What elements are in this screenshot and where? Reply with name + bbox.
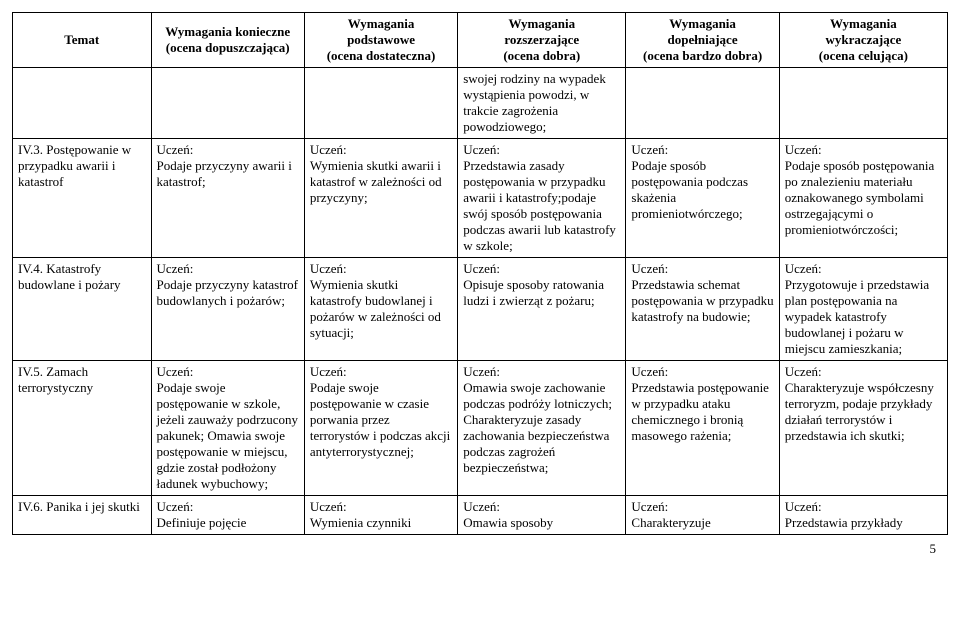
cell: Uczeń: Omawia sposoby bbox=[458, 496, 626, 535]
cell: Uczeń: Podaje swoje postępowanie w szkol… bbox=[151, 361, 304, 496]
cell: Uczeń: Przedstawia postępowanie w przypa… bbox=[626, 361, 779, 496]
cell bbox=[779, 68, 947, 139]
cell: Uczeń: Wymienia skutki katastrofy budowl… bbox=[304, 258, 457, 361]
cell: Uczeń: Wymienia skutki awarii i katastro… bbox=[304, 139, 457, 258]
cell: Uczeń: Podaje przyczyny katastrof budowl… bbox=[151, 258, 304, 361]
cell bbox=[304, 68, 457, 139]
cell: Uczeń: Omawia swoje zachowanie podczas p… bbox=[458, 361, 626, 496]
table-row: IV.5. Zamach terrorystyczny Uczeń: Podaj… bbox=[13, 361, 948, 496]
cell bbox=[626, 68, 779, 139]
cell bbox=[151, 68, 304, 139]
cell: Uczeń: Przedstawia przykłady bbox=[779, 496, 947, 535]
header-podstawowe: Wymagania podstawowe (ocena dostateczna) bbox=[304, 13, 457, 68]
header-konieczne: Wymagania konieczne (ocena dopuszczająca… bbox=[151, 13, 304, 68]
cell: Uczeń: Podaje przyczyny awarii i katastr… bbox=[151, 139, 304, 258]
header-dopelniajace: Wymagania dopełniające (ocena bardzo dob… bbox=[626, 13, 779, 68]
header-temat: Temat bbox=[13, 13, 152, 68]
header-rozszerzajace: Wymagania rozszerzające (ocena dobra) bbox=[458, 13, 626, 68]
cell: Uczeń: Podaje sposób postępowania po zna… bbox=[779, 139, 947, 258]
table-row: IV.3. Postępowanie w przypadku awarii i … bbox=[13, 139, 948, 258]
cell: IV.6. Panika i jej skutki bbox=[13, 496, 152, 535]
cell: Uczeń: Przedstawia schemat postępowania … bbox=[626, 258, 779, 361]
cell: IV.3. Postępowanie w przypadku awarii i … bbox=[13, 139, 152, 258]
page-number: 5 bbox=[12, 535, 948, 557]
cell: Uczeń: Podaje swoje postępowanie w czasi… bbox=[304, 361, 457, 496]
cell: swojej rodziny na wypadek wystąpienia po… bbox=[458, 68, 626, 139]
requirements-table: Temat Wymagania konieczne (ocena dopuszc… bbox=[12, 12, 948, 535]
cell: Uczeń: Przedstawia zasady postępowania w… bbox=[458, 139, 626, 258]
cell: Uczeń: Definiuje pojęcie bbox=[151, 496, 304, 535]
carryover-row: swojej rodziny na wypadek wystąpienia po… bbox=[13, 68, 948, 139]
cell: Uczeń: Podaje sposób postępowania podcza… bbox=[626, 139, 779, 258]
cell: Uczeń: Wymienia czynniki bbox=[304, 496, 457, 535]
cell bbox=[13, 68, 152, 139]
header-wykraczajace: Wymagania wykraczające (ocena celująca) bbox=[779, 13, 947, 68]
cell: Uczeń: Przygotowuje i przedstawia plan p… bbox=[779, 258, 947, 361]
cell: IV.4. Katastrofy budowlane i pożary bbox=[13, 258, 152, 361]
table-row: IV.4. Katastrofy budowlane i pożary Ucze… bbox=[13, 258, 948, 361]
cell: IV.5. Zamach terrorystyczny bbox=[13, 361, 152, 496]
cell: Uczeń: Opisuje sposoby ratowania ludzi i… bbox=[458, 258, 626, 361]
cell: Uczeń: Charakteryzuje bbox=[626, 496, 779, 535]
header-row: Temat Wymagania konieczne (ocena dopuszc… bbox=[13, 13, 948, 68]
cell: Uczeń: Charakteryzuje współczesny terror… bbox=[779, 361, 947, 496]
table-row: IV.6. Panika i jej skutki Uczeń: Definiu… bbox=[13, 496, 948, 535]
